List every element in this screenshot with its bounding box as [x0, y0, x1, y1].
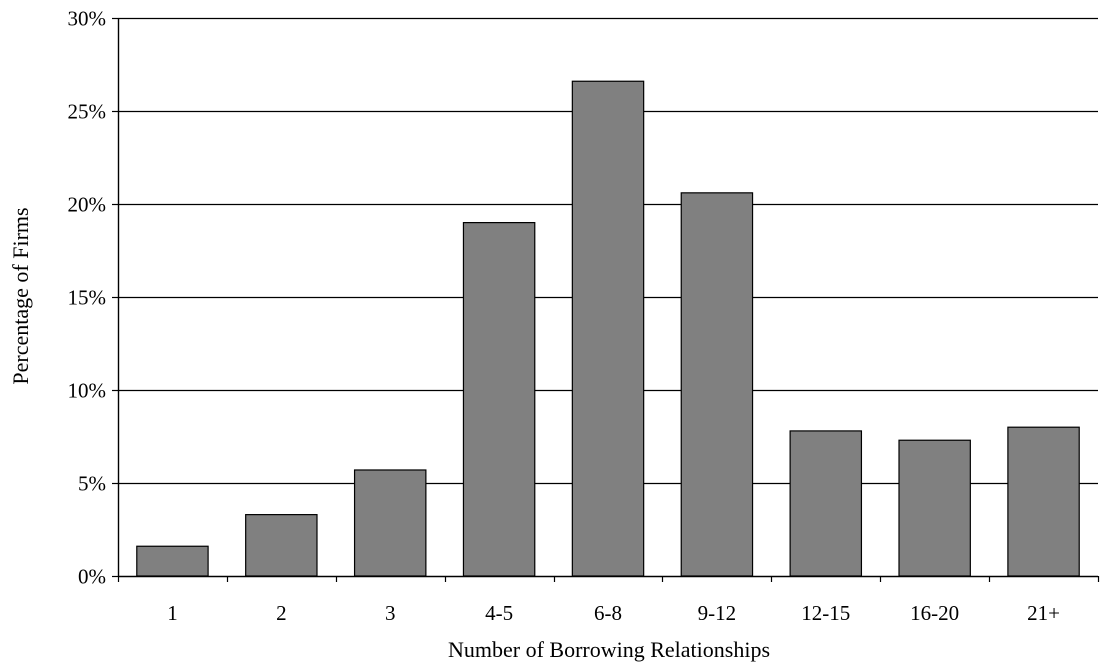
y-tick-label: 15% [68, 286, 107, 310]
y-tick-label: 10% [68, 379, 107, 403]
x-tick-label: 6-8 [594, 601, 622, 625]
x-tick-label: 9-12 [698, 601, 737, 625]
bar-2 [245, 514, 318, 577]
x-tick-label: 1 [167, 601, 178, 625]
bar-21+ [1007, 426, 1080, 577]
bar-6-8 [571, 80, 645, 577]
y-tick-label: 0% [78, 565, 106, 589]
x-tick-label: 3 [385, 601, 396, 625]
y-axis-label: Percentage of Firms [8, 207, 33, 384]
x-tick-label: 2 [276, 601, 287, 625]
bar-1 [136, 545, 209, 577]
bar-4-5 [462, 222, 536, 577]
bars [136, 80, 1080, 577]
bar-9-12 [680, 192, 754, 577]
x-axis-label: Number of Borrowing Relationships [448, 637, 770, 662]
y-tick-label: 30% [68, 7, 107, 31]
bar-12-15 [789, 430, 863, 577]
x-tick-label: 21+ [1027, 601, 1060, 625]
bar-16-20 [898, 439, 971, 577]
y-tick-label: 25% [68, 100, 107, 124]
y-tick-label: 20% [68, 193, 107, 217]
y-tick-label: 5% [78, 472, 106, 496]
axes [112, 17, 1100, 582]
y-tick-labels: 0% 5% 10% 15% 20% 25% 30% [68, 7, 107, 589]
x-tick-label: 4-5 [485, 601, 513, 625]
x-tick-label: 12-15 [801, 601, 850, 625]
x-tick-label: 16-20 [910, 601, 959, 625]
x-tick-labels: 1 2 3 4-5 6-8 9-12 12-15 16-20 21+ [167, 601, 1060, 625]
bar-3 [353, 469, 427, 577]
